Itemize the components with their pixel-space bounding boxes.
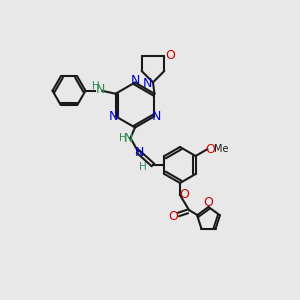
Text: Me: Me xyxy=(214,144,228,154)
Text: O: O xyxy=(204,196,213,209)
Text: H: H xyxy=(119,133,127,143)
Text: O: O xyxy=(168,209,178,223)
Text: N: N xyxy=(96,83,105,96)
Text: N: N xyxy=(130,74,140,88)
Text: N: N xyxy=(152,110,162,123)
Text: N: N xyxy=(123,131,133,145)
Text: O: O xyxy=(205,143,215,156)
Text: O: O xyxy=(180,188,189,202)
Text: N: N xyxy=(135,146,144,160)
Text: H: H xyxy=(139,161,146,172)
Text: N: N xyxy=(143,77,152,90)
Text: H: H xyxy=(92,81,100,91)
Text: N: N xyxy=(108,110,118,123)
Text: O: O xyxy=(165,50,175,62)
